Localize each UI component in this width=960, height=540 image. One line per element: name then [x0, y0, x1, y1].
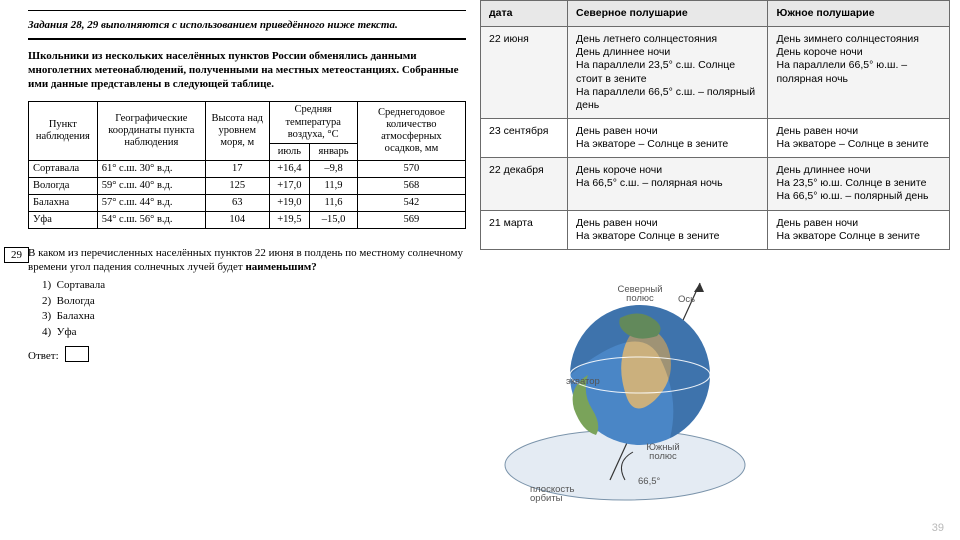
table-cell: 569	[357, 211, 465, 228]
table-cell: 570	[357, 160, 465, 177]
top-rule	[28, 10, 466, 11]
table-cell: 17	[205, 160, 269, 177]
col-july: июль	[269, 143, 310, 160]
col-height: Высота над уровнем моря, м	[205, 102, 269, 160]
answer-options: 1) Сортавала2) Вологда3) Балахна4) Уфа	[42, 278, 466, 340]
table-cell: 22 июня	[481, 27, 568, 119]
label-angle: 66,5°	[638, 476, 660, 487]
label-plane: плоскостьорбиты	[530, 484, 574, 504]
question-number-box: 29	[4, 247, 29, 263]
table-row: Вологда59° с.ш. 40° в.д.125+17,011,9568	[29, 177, 466, 194]
table-cell: 21 марта	[481, 210, 568, 249]
table-row: 22 декабряДень короче ночиНа 66,5° с.ш. …	[481, 158, 950, 210]
table-cell: 542	[357, 194, 465, 211]
col-point: Пункт наблюдения	[29, 102, 98, 160]
option-4[interactable]: 4) Уфа	[42, 325, 466, 340]
question-text-bold: наименьшим?	[245, 261, 316, 273]
col-coord: Географические координаты пункта наблюде…	[97, 102, 205, 160]
question-text: В каком из перечисленных населённых пунк…	[28, 247, 466, 275]
col-precip: Среднегодовое количество атмосферных оса…	[357, 102, 465, 160]
table-row: Уфа54° с.ш. 56° в.д.104+19,5–15,0569	[29, 211, 466, 228]
table-cell: 63	[205, 194, 269, 211]
table-cell: –15,0	[310, 211, 358, 228]
table-cell: 568	[357, 177, 465, 194]
page-number: 39	[932, 522, 944, 534]
col-south: Южное полушарие	[768, 1, 950, 27]
globe-svg: Ось Северныйполюс экватор Южныйполюс пло…	[470, 280, 780, 520]
table-row: Балахна57° с.ш. 44° в.д.63+19,011,6542	[29, 194, 466, 211]
table-cell: День летнего солнцестоянияДень длиннее н…	[568, 27, 768, 119]
table-row: Сортавала61° с.ш. 30° в.д.17+16,4–9,8570	[29, 160, 466, 177]
label-equator: экватор	[566, 376, 600, 387]
answer-label: Ответ:	[28, 350, 59, 362]
table-cell: День равен ночиНа экваторе – Солнце в зе…	[768, 118, 950, 157]
intro-paragraph: Школьники из нескольких населённых пункт…	[28, 50, 466, 91]
label-south: Южныйполюс	[646, 442, 679, 462]
answer-input-box[interactable]	[65, 346, 89, 362]
table-cell: День длиннее ночиНа 23,5° ю.ш. Солнце в …	[768, 158, 950, 210]
globe-diagram: Ось Северныйполюс экватор Южныйполюс пло…	[470, 280, 780, 520]
table-row: 21 мартаДень равен ночиНа экваторе Солнц…	[481, 210, 950, 249]
table-cell: Сортавала	[29, 160, 98, 177]
label-north: Северныйполюс	[617, 284, 662, 304]
table-cell: 125	[205, 177, 269, 194]
table-cell: +17,0	[269, 177, 310, 194]
table-cell: День равен ночиНа экваторе Солнце в зени…	[768, 210, 950, 249]
table-cell: +19,0	[269, 194, 310, 211]
table-cell: 61° с.ш. 30° в.д.	[97, 160, 205, 177]
table-cell: 59° с.ш. 40° в.д.	[97, 177, 205, 194]
table-cell: Уфа	[29, 211, 98, 228]
observation-table: Пункт наблюдения Географические координа…	[28, 101, 466, 229]
table-cell: 22 декабря	[481, 158, 568, 210]
question-29: 29 В каком из перечисленных населённых п…	[28, 247, 466, 362]
left-column: Задания 28, 29 выполняются с использован…	[0, 0, 480, 540]
option-3[interactable]: 3) Балахна	[42, 309, 466, 324]
table-cell: 54° с.ш. 56° в.д.	[97, 211, 205, 228]
table-row: 23 сентябряДень равен ночиНа экваторе – …	[481, 118, 950, 157]
table-cell: 11,6	[310, 194, 358, 211]
label-axis: Ось	[678, 294, 695, 305]
col-temp: Средняя температура воздуха, °C	[269, 102, 357, 143]
table-cell: 11,9	[310, 177, 358, 194]
instruction-text: Задания 28, 29 выполняются с использован…	[28, 17, 466, 40]
table-cell: 104	[205, 211, 269, 228]
table-cell: День короче ночиНа 66,5° с.ш. – полярная…	[568, 158, 768, 210]
answer-row: Ответ:	[28, 346, 466, 362]
table-cell: –9,8	[310, 160, 358, 177]
table-cell: День равен ночиНа экваторе – Солнце в зе…	[568, 118, 768, 157]
col-date: дата	[481, 1, 568, 27]
table-cell: 23 сентября	[481, 118, 568, 157]
table-cell: Балахна	[29, 194, 98, 211]
table-cell: +16,4	[269, 160, 310, 177]
option-2[interactable]: 2) Вологда	[42, 294, 466, 309]
solstice-table: дата Северное полушарие Южное полушарие …	[480, 0, 950, 250]
table-cell: День равен ночиНа экваторе Солнце в зени…	[568, 210, 768, 249]
table-cell: 57° с.ш. 44° в.д.	[97, 194, 205, 211]
table-cell: День зимнего солнцестоянияДень короче но…	[768, 27, 950, 119]
table-row: 22 июняДень летнего солнцестоянияДень дл…	[481, 27, 950, 119]
col-january: январь	[310, 143, 358, 160]
table-cell: +19,5	[269, 211, 310, 228]
option-1[interactable]: 1) Сортавала	[42, 278, 466, 293]
col-north: Северное полушарие	[568, 1, 768, 27]
table-cell: Вологда	[29, 177, 98, 194]
